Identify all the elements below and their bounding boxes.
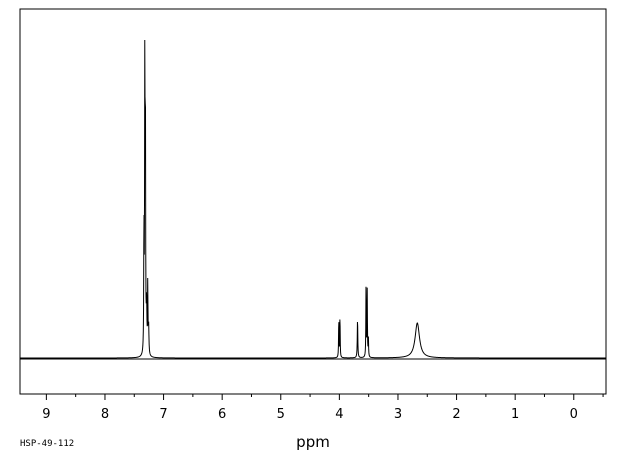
- sample-id-label: HSP-49-112: [20, 439, 74, 449]
- x-tick-label: 0: [570, 407, 578, 422]
- x-tick-label: 2: [452, 407, 460, 422]
- x-axis-label: ppm: [296, 433, 330, 451]
- x-tick-label: 5: [277, 407, 285, 422]
- x-tick-label: 1: [511, 407, 519, 422]
- spectrum-trace: [20, 39, 606, 359]
- x-tick-label: 6: [218, 407, 226, 422]
- x-tick-label: 9: [42, 407, 50, 422]
- x-tick-label: 4: [335, 407, 343, 422]
- plot-frame: [19, 8, 607, 395]
- x-tick-label: 8: [101, 407, 109, 422]
- x-tick-label: 3: [394, 407, 402, 422]
- x-axis-ticks: [45, 394, 604, 400]
- x-axis-tick-labels: 9 8 7 6 5 4 3 2 1 0: [42, 407, 578, 422]
- x-tick-label: 7: [159, 407, 167, 422]
